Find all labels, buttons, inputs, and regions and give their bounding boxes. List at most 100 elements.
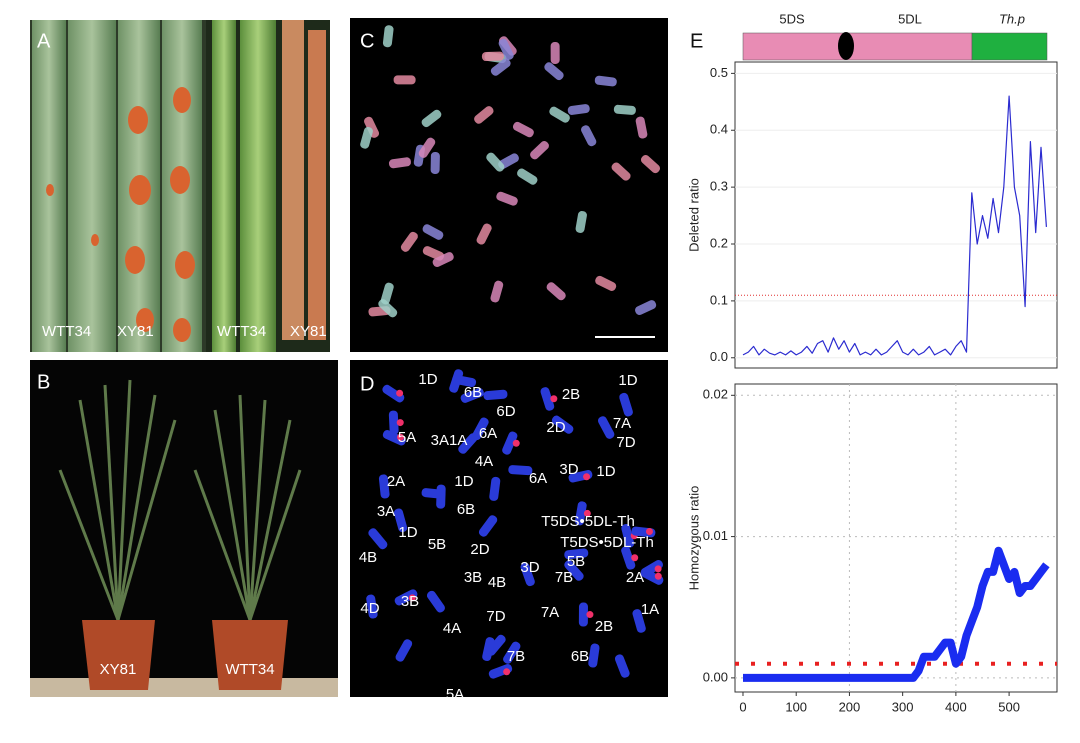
chromosome bbox=[621, 523, 635, 548]
signal bbox=[396, 419, 404, 427]
signal bbox=[397, 433, 405, 441]
chromosome bbox=[481, 51, 504, 62]
caption: WTT34 bbox=[42, 323, 91, 340]
bar-label: 5DL bbox=[898, 11, 922, 26]
chromosome-label: 3A1A bbox=[431, 432, 468, 449]
chromosome-label: 4A bbox=[475, 453, 493, 470]
panel-label: C bbox=[360, 30, 374, 52]
caption: XY81 bbox=[290, 323, 327, 340]
rust-pustules bbox=[46, 87, 195, 342]
chromosome bbox=[502, 431, 518, 455]
x-tick-label: 500 bbox=[998, 699, 1020, 714]
chromosome bbox=[621, 546, 636, 570]
chromosome bbox=[578, 602, 588, 627]
chromosome bbox=[490, 58, 511, 76]
table bbox=[30, 678, 338, 697]
chromosome-label: 3B bbox=[401, 593, 419, 610]
chromosome bbox=[512, 121, 534, 138]
bar-label: 5DS bbox=[779, 11, 805, 26]
signal bbox=[583, 509, 591, 517]
y-axis-label: Deleted ratio bbox=[686, 178, 701, 252]
chromosome bbox=[498, 38, 514, 60]
chromosome-label: 6B bbox=[464, 384, 482, 401]
panel-label: E bbox=[690, 30, 703, 52]
chromosome-label: 4A bbox=[443, 620, 461, 637]
pot bbox=[82, 620, 155, 690]
chromosome bbox=[614, 654, 630, 678]
chromosome bbox=[393, 508, 408, 533]
infected-stem bbox=[282, 20, 304, 340]
chromosome bbox=[544, 62, 564, 81]
chromosome-label: 5B bbox=[428, 536, 446, 553]
chromosome-label: 2B bbox=[562, 386, 580, 403]
chromosome-label: 6B bbox=[571, 648, 589, 665]
wheat-plant bbox=[58, 379, 302, 621]
y-tick-label: 0.02 bbox=[703, 387, 728, 402]
x-tick-label: 300 bbox=[892, 699, 914, 714]
chromosome bbox=[517, 168, 538, 185]
chromosome-label: 6D bbox=[496, 403, 515, 420]
chromosome bbox=[635, 116, 648, 139]
chromosome bbox=[483, 389, 508, 401]
chromosome-label: 7B bbox=[507, 648, 525, 665]
signal bbox=[550, 395, 558, 403]
chromosome-label: 5B bbox=[567, 553, 585, 570]
panel-b: B XY81 WTT34 bbox=[30, 360, 338, 697]
chromosome-label: 3B bbox=[464, 569, 482, 586]
chromosome bbox=[430, 151, 440, 174]
chromosome bbox=[378, 299, 398, 318]
y-tick-label: 0.3 bbox=[710, 179, 728, 194]
y-tick-label: 0.01 bbox=[703, 528, 728, 543]
signal bbox=[631, 554, 639, 562]
caption: XY81 bbox=[117, 323, 154, 340]
chromosome bbox=[400, 231, 418, 252]
chromosome-label: 3D bbox=[559, 461, 578, 478]
chromosome bbox=[478, 515, 498, 537]
chromosome-label: 4D bbox=[360, 600, 379, 617]
chromosome-label: 5A bbox=[446, 686, 464, 703]
panel-label: B bbox=[37, 371, 50, 393]
chromosome-label: 6A bbox=[529, 470, 547, 487]
chromosome bbox=[476, 223, 492, 245]
chromosome bbox=[482, 637, 495, 661]
photo-bg bbox=[350, 18, 668, 352]
chromosome bbox=[508, 465, 533, 476]
panel-a: A WTT34 XY81 WTT34 XY81 bbox=[30, 20, 330, 352]
chromosome-label: 2A bbox=[387, 473, 405, 490]
chromosome bbox=[490, 280, 504, 303]
chromosome bbox=[632, 609, 646, 633]
photo-bg bbox=[30, 360, 338, 697]
chromosome-label: 1D bbox=[618, 372, 637, 389]
panel-label: A bbox=[37, 30, 51, 52]
leaf bbox=[68, 20, 116, 352]
chromosome bbox=[360, 126, 373, 149]
chromosome-label: 1A bbox=[641, 601, 659, 618]
chromosome-label: 3A bbox=[377, 503, 395, 520]
chromosome bbox=[382, 429, 406, 446]
chromosome bbox=[581, 125, 597, 147]
chromosome bbox=[364, 116, 380, 138]
chromosome-label: 7A bbox=[541, 604, 559, 621]
centromere bbox=[838, 32, 854, 60]
chromosome bbox=[474, 106, 494, 124]
chromosome bbox=[393, 75, 416, 85]
chromosome bbox=[619, 392, 633, 417]
chromosome-5ds-5dl bbox=[742, 32, 973, 61]
chromosome bbox=[595, 275, 617, 291]
panel-e: E 5DS 5DL Th.p bbox=[690, 11, 1048, 61]
chromosome bbox=[489, 476, 501, 501]
signal bbox=[654, 565, 662, 573]
chromosome bbox=[452, 375, 477, 388]
signal bbox=[396, 389, 404, 397]
chromosome bbox=[421, 109, 442, 128]
chromosome bbox=[388, 410, 399, 435]
chromosome bbox=[432, 252, 454, 268]
x-tick-label: 200 bbox=[839, 699, 861, 714]
y-tick-label: 0.1 bbox=[710, 292, 728, 307]
data-line bbox=[742, 95, 1047, 356]
y-tick-label: 0.2 bbox=[710, 235, 728, 250]
chromosome bbox=[564, 548, 589, 560]
chromosome bbox=[549, 106, 570, 123]
chromosome bbox=[395, 639, 413, 662]
chromosome bbox=[458, 433, 478, 454]
